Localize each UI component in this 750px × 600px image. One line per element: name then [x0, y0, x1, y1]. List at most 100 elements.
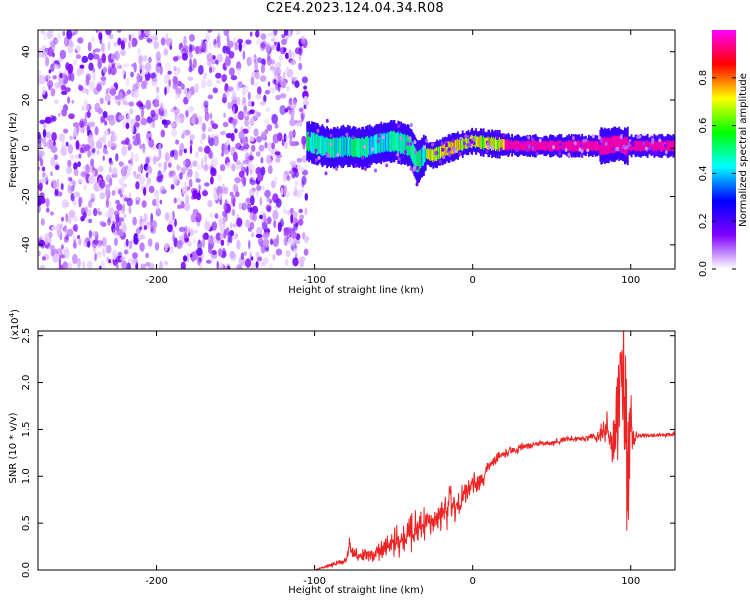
noise-blob [290, 231, 297, 239]
band-speckle [308, 133, 312, 137]
noise-blob [123, 197, 129, 202]
noise-blob [187, 240, 192, 247]
band-speckle [441, 147, 445, 152]
noise-blob [296, 190, 302, 198]
noise-blob [276, 234, 280, 243]
noise-blob [201, 78, 207, 89]
noise-blob [195, 151, 199, 159]
band-core [315, 133, 318, 155]
noise-blob [214, 213, 219, 219]
band-speckle [397, 157, 401, 161]
noise-blob [175, 139, 180, 145]
noise-blob [170, 246, 174, 254]
noise-blob [56, 229, 63, 238]
band-core [418, 150, 420, 172]
noise-blob [235, 176, 240, 185]
noise-blob [65, 87, 71, 93]
noise-blob [44, 116, 52, 125]
band-speckle [397, 124, 401, 129]
noise-blob [284, 140, 288, 150]
noise-blob [114, 50, 120, 61]
noise-blob [155, 196, 160, 205]
band-speckle [459, 136, 463, 141]
noise-blob [183, 88, 188, 95]
band-core [546, 141, 549, 151]
noise-blob [159, 185, 166, 195]
noise-blob [291, 76, 298, 82]
noise-blob [249, 179, 256, 186]
noise-blob [231, 118, 238, 126]
noise-blob [224, 56, 231, 67]
band-speckle [472, 141, 476, 146]
colorbar-tick-label: 0.2 [698, 213, 709, 229]
noise-blob [227, 86, 234, 92]
noise-blob [281, 38, 287, 46]
noise-blob [48, 84, 52, 91]
noise-blob [236, 61, 242, 71]
noise-blob [75, 140, 80, 150]
noise-blob [199, 264, 203, 269]
noise-blob [172, 56, 179, 62]
noise-blob [93, 174, 97, 185]
noise-blob [178, 235, 184, 241]
noise-blob [144, 62, 152, 73]
band-speckle [329, 133, 333, 138]
band-speckle [377, 133, 381, 138]
band-core [548, 142, 550, 150]
noise-blob [227, 40, 234, 48]
x-tick-label: 0 [469, 576, 475, 587]
noise-blob [172, 76, 178, 85]
noise-blob [164, 212, 170, 221]
band-core [637, 141, 640, 151]
band-core [390, 130, 393, 153]
noise-blob [129, 108, 134, 115]
band-core [465, 137, 468, 150]
band-core [333, 137, 336, 159]
noise-blob [277, 82, 281, 93]
noise-blob [261, 185, 265, 191]
band-core [334, 137, 337, 158]
band-core [314, 134, 317, 153]
band-core [370, 135, 373, 156]
noise-blob [108, 259, 111, 264]
noise-blob [108, 160, 114, 166]
noise-blob [296, 157, 303, 163]
band-core [417, 152, 420, 173]
band-core [608, 137, 611, 153]
band-speckle [650, 146, 653, 151]
noise-blob [218, 262, 224, 269]
band-core [665, 141, 668, 151]
spectrogram-signal-band [306, 118, 675, 187]
band-core [380, 132, 383, 154]
noise-blob [135, 114, 141, 122]
noise-blob [146, 165, 153, 175]
band-core [362, 137, 365, 159]
noise-blob [38, 74, 46, 85]
band-core [438, 146, 440, 160]
x-tick-label: 100 [621, 275, 640, 286]
noise-blob [229, 230, 234, 237]
band-speckle [538, 138, 542, 143]
noise-blob [110, 146, 116, 151]
noise-blob [164, 260, 168, 266]
noise-blob [224, 90, 230, 96]
band-core [451, 140, 454, 155]
noise-blob [257, 86, 262, 95]
noise-blob [41, 166, 46, 172]
noise-blob [285, 66, 290, 72]
band-core [602, 137, 604, 155]
noise-blob [52, 75, 57, 80]
noise-blob [234, 41, 239, 51]
noise-blob [118, 114, 125, 121]
noise-blob [250, 56, 256, 61]
noise-blob [148, 56, 152, 64]
noise-blob [217, 174, 222, 182]
noise-blob [218, 192, 223, 200]
noise-blob [210, 176, 214, 185]
band-speckle [573, 141, 577, 146]
noise-blob [274, 151, 281, 156]
noise-blob [96, 83, 102, 92]
noise-blob [102, 147, 108, 154]
noise-blob [42, 256, 46, 261]
noise-blob [249, 195, 255, 206]
